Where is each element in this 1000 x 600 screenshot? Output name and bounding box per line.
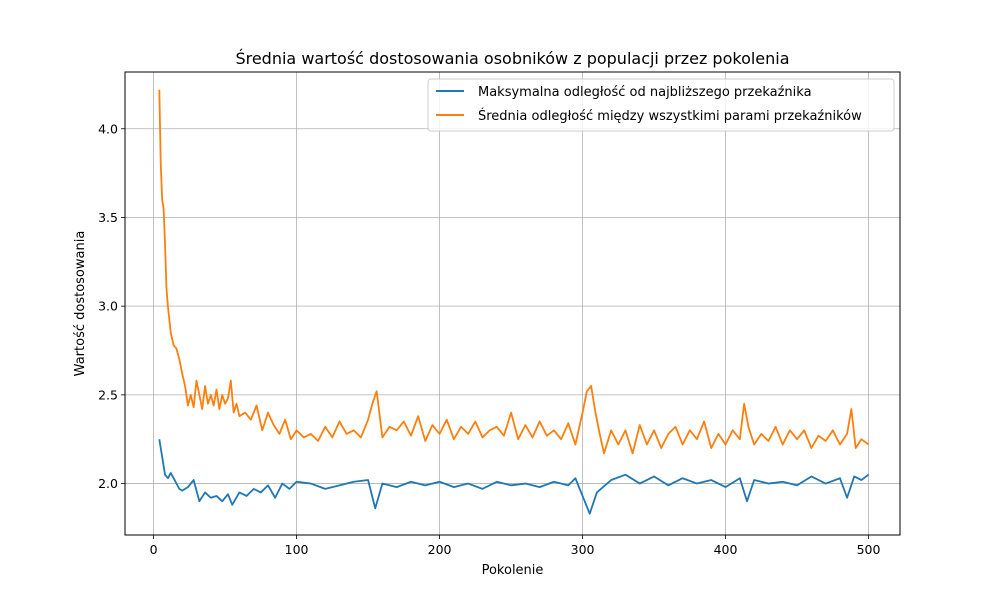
- y-tick-label: 2.0: [98, 476, 118, 491]
- series-line-0: [158, 439, 870, 515]
- x-tick-label: 0: [150, 542, 158, 557]
- x-tick-label: 300: [571, 542, 595, 557]
- plot-frame: [124, 71, 901, 536]
- legend-label-series-1: Średnia odległość między wszystkimi para…: [478, 108, 862, 124]
- x-tick-label: 100: [285, 542, 309, 557]
- y-tick-label: 3.5: [98, 210, 118, 225]
- x-tick-label: 200: [428, 542, 452, 557]
- x-tick-label: 500: [857, 542, 881, 557]
- legend: Maksymalna odległość od najbliższego prz…: [427, 78, 895, 132]
- x-tick-label: 400: [714, 542, 738, 557]
- axis-ticks: 0 100 200 300 400 500 2.0 2.5 3.0 3.5 4.0: [98, 121, 880, 557]
- x-axis-label: Pokolenie: [482, 563, 544, 578]
- y-tick-label: 4.0: [98, 121, 118, 136]
- y-axis-label: Wartość dostosowania: [73, 231, 88, 377]
- chart-title: Średnia wartość dostosowania osobników z…: [235, 49, 789, 68]
- y-tick-label: 2.5: [98, 387, 118, 402]
- y-tick-label: 3.0: [98, 299, 118, 314]
- legend-label-series-0: Maksymalna odległość od najbliższego prz…: [478, 85, 812, 100]
- legend-box: [427, 78, 895, 132]
- series-line-1: [158, 89, 870, 455]
- series-lines: [158, 89, 870, 515]
